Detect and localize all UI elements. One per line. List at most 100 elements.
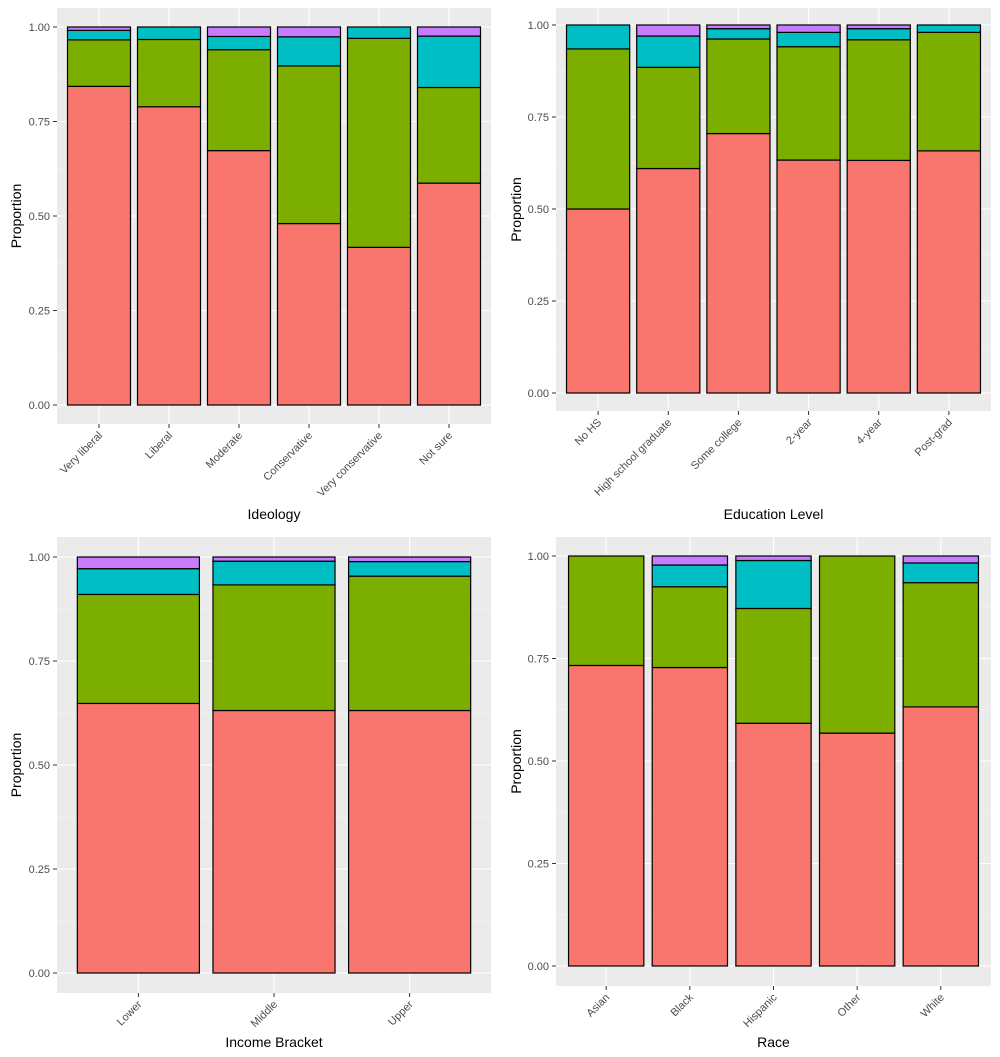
bar-segment-2 — [565, 48, 631, 210]
bar-6 — [416, 26, 482, 406]
chart-panel-1: 0.00 0.25 0.50 0.75 1.00 Very liberal Liberal M… — [8, 8, 491, 522]
bar-4 — [276, 26, 342, 406]
bar-4 — [818, 555, 896, 967]
x-tick-label: Post-grad — [913, 417, 955, 459]
bar-segment-2 — [206, 49, 272, 152]
bar-segment-1 — [346, 246, 412, 406]
bar-3 — [347, 556, 472, 974]
y-tick-label: 0.25 — [528, 859, 549, 871]
x-tick-label: 2-year — [784, 416, 815, 447]
bar-2 — [651, 555, 729, 967]
bar-segment-4 — [212, 556, 336, 562]
x-tick-label: Very liberal — [58, 430, 105, 477]
bar-segment-2 — [276, 65, 342, 225]
bar-segment-1 — [416, 182, 482, 406]
x-tick-label: Hispanic — [741, 991, 780, 1030]
x-tick-label: High school graduate — [592, 417, 674, 499]
bar-segment-2 — [902, 582, 980, 708]
bar-segment-3 — [212, 560, 336, 586]
x-tick-label: Some college — [689, 417, 745, 473]
y-tick-label: 0.75 — [528, 112, 549, 124]
bar-segment-4 — [76, 556, 201, 570]
bar-segment-3 — [902, 562, 980, 584]
bar-segment-1 — [846, 159, 911, 394]
x-tick-label: 4-year — [854, 416, 885, 447]
bar-segment-3 — [346, 26, 412, 39]
bar-segment-1 — [636, 167, 701, 394]
bar-segment-4 — [776, 24, 841, 33]
x-tick-label: Asian — [584, 992, 612, 1020]
bar-segment-3 — [651, 564, 729, 588]
x-tick-label: Very conservative — [315, 430, 385, 500]
bar-segment-3 — [735, 559, 812, 610]
x-tick-label: Middle — [249, 999, 280, 1030]
x-tick-label: Liberal — [143, 430, 175, 462]
bar-segment-4 — [66, 26, 132, 32]
bar-segment-4 — [735, 555, 812, 562]
bar-5 — [346, 26, 412, 406]
bar-5 — [902, 555, 980, 967]
bar-segment-2 — [347, 575, 472, 712]
x-axis-title: Education Level — [724, 506, 824, 522]
bar-segment-4 — [206, 26, 272, 38]
x-tick-label: Other — [835, 991, 863, 1019]
x-axis-title: Race — [757, 1034, 790, 1050]
bar-6 — [916, 24, 982, 394]
x-tick-label: Moderate — [204, 430, 245, 471]
y-tick-label: 1.00 — [528, 551, 549, 563]
chart-panel-4: 0.00 0.25 0.50 0.75 1.00 Asian Black Hispanic Ot… — [508, 537, 991, 1050]
y-tick-label: 0.50 — [528, 756, 549, 768]
bar-segment-1 — [735, 722, 812, 967]
bar-segment-3 — [916, 24, 982, 33]
bar-3 — [206, 26, 272, 406]
y-tick-label: 0.00 — [528, 961, 549, 973]
x-axis-title: Ideology — [248, 506, 301, 522]
bar-segment-4 — [416, 26, 482, 37]
chart-panel-3: 0.00 0.25 0.50 0.75 1.00 Lower Middle Upper Inco… — [8, 537, 491, 1050]
bar-segment-1 — [902, 706, 980, 967]
bar-segment-3 — [276, 36, 342, 67]
x-tick-label: Black — [668, 991, 696, 1019]
x-tick-label: Lower — [115, 998, 145, 1028]
bar-segment-3 — [706, 28, 771, 40]
x-tick-label: Conservative — [261, 430, 315, 484]
y-tick-label: 1.00 — [29, 22, 50, 34]
bar-segment-2 — [636, 66, 701, 170]
bar-segment-2 — [212, 584, 336, 712]
bar-segment-3 — [776, 31, 841, 48]
bar-segment-1 — [136, 106, 202, 406]
x-tick-label: Not sure — [417, 430, 455, 468]
bar-segment-3 — [416, 35, 482, 89]
bar-segment-4 — [902, 555, 980, 564]
bar-segment-2 — [76, 593, 201, 705]
bar-segment-3 — [846, 28, 911, 41]
y-axis-title: Proportion — [508, 729, 524, 794]
bar-segment-4 — [846, 24, 911, 30]
y-tick-label: 0.00 — [528, 388, 549, 400]
bar-segment-4 — [706, 24, 771, 30]
bar-segment-2 — [416, 86, 482, 184]
bar-segment-3 — [206, 35, 272, 51]
y-tick-label: 0.25 — [528, 296, 549, 308]
bar-1 — [567, 555, 645, 967]
y-tick-label: 0.25 — [29, 306, 50, 318]
bar-segment-2 — [706, 38, 771, 135]
bar-segment-2 — [651, 586, 729, 669]
bar-segment-3 — [565, 24, 631, 50]
bar-segment-1 — [347, 709, 472, 974]
bar-segment-1 — [276, 222, 342, 406]
bar-segment-1 — [206, 150, 272, 406]
y-tick-label: 0.50 — [528, 204, 549, 216]
bar-4 — [776, 24, 841, 394]
y-tick-label: 0.00 — [29, 968, 50, 980]
bar-segment-2 — [136, 38, 202, 108]
bar-segment-1 — [212, 709, 336, 974]
bar-segment-2 — [916, 31, 982, 152]
y-tick-label: 1.00 — [29, 552, 50, 564]
bar-5 — [846, 24, 911, 394]
bar-segment-3 — [636, 35, 701, 68]
panels: 0.00 0.25 0.50 0.75 1.00 Very liberal Liberal M… — [8, 8, 991, 1050]
bar-1 — [66, 26, 132, 406]
